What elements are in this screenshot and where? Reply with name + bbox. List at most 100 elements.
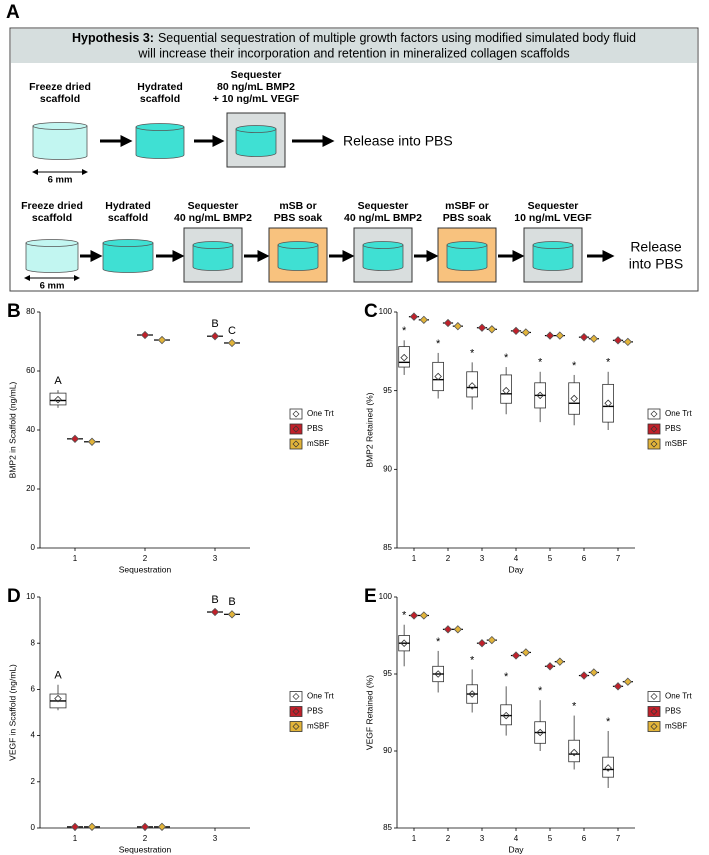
step-label: 10 ng/mL VEGF [514, 212, 592, 224]
box [602, 383, 614, 423]
legend-key-marker [292, 440, 300, 448]
value-marker [419, 611, 429, 620]
box [602, 756, 614, 778]
value-marker [589, 334, 599, 343]
scaffold-top [277, 241, 319, 249]
value-marker [227, 610, 237, 619]
step-label: scaffold [32, 212, 72, 224]
legend-label: One Trt [307, 409, 334, 418]
x-axis-label: Sequestration [119, 564, 172, 574]
legend-label: PBS [665, 424, 681, 433]
box [500, 374, 512, 404]
value-marker [511, 651, 521, 660]
significance-label: * [572, 360, 577, 372]
y-axis-label: BMP2 in Scaffold (ng/mL) [7, 381, 17, 478]
step-label: scaffold [40, 93, 80, 105]
significance-label: * [538, 357, 543, 369]
y-tick-label: 20 [26, 484, 35, 493]
value-marker [140, 330, 150, 340]
step-label: mSB or [279, 200, 316, 212]
x-tick-label: 1 [412, 834, 417, 843]
x-tick-label: 1 [73, 834, 78, 843]
mean [570, 748, 578, 757]
x-tick-label: 7 [616, 834, 621, 843]
box [500, 704, 512, 726]
scaffold-top [32, 122, 88, 130]
value-marker [443, 318, 453, 328]
y-tick-label: 100 [379, 307, 393, 316]
x-tick-label: 6 [582, 554, 587, 563]
significance-label: * [436, 338, 441, 350]
legend-label: PBS [307, 707, 323, 716]
y-axis-label: VEGF in Scaffold (ng/mL) [7, 664, 17, 761]
y-tick-label: 2 [31, 777, 36, 786]
value-marker [545, 662, 555, 671]
step-label: Sequester [528, 200, 579, 212]
value-marker [579, 333, 589, 342]
step-label: + 10 ng/mL VEGF [213, 93, 300, 105]
legend-key-marker [650, 708, 658, 715]
value-marker [555, 331, 565, 340]
y-tick-label: 100 [379, 592, 393, 601]
value-marker [70, 822, 80, 832]
y-tick-label: 90 [383, 746, 392, 755]
box [466, 371, 478, 398]
legend-label: PBS [307, 424, 323, 433]
x-tick-label: 3 [480, 834, 485, 843]
y-tick-label: 90 [383, 464, 392, 473]
panel-label: C [364, 301, 378, 322]
step-label: Hydrated [137, 81, 183, 93]
panel-label: A [6, 2, 20, 23]
legend-key-marker [292, 410, 300, 418]
value-marker [87, 437, 97, 446]
significance-label: B [228, 596, 235, 608]
value-marker [477, 323, 487, 332]
value-marker [511, 326, 521, 336]
significance-label: B [211, 594, 218, 606]
scaffold [102, 242, 154, 273]
x-tick-label: 1 [73, 554, 78, 563]
significance-label: * [436, 636, 441, 648]
x-tick-label: 1 [412, 554, 417, 563]
step-label: 40 ng/mL BMP2 [174, 212, 252, 224]
scale-label: 6 mm [48, 175, 73, 186]
y-tick-label: 85 [383, 543, 392, 552]
significance-label: * [470, 347, 475, 359]
value-marker [623, 677, 633, 686]
panel-label: B [7, 301, 21, 322]
y-tick-label: 0 [31, 543, 36, 552]
legend-key-marker [292, 425, 300, 433]
scaffold [32, 125, 88, 160]
mean [468, 690, 476, 698]
box [568, 382, 580, 415]
step-label: scaffold [140, 93, 180, 105]
release-label: Release [630, 239, 682, 255]
y-tick-label: 85 [383, 823, 392, 832]
step-label: Freeze dried [21, 200, 83, 212]
scale-label: 6 mm [40, 281, 65, 292]
value-marker [227, 338, 237, 348]
mean [502, 386, 510, 395]
significance-label: A [54, 375, 62, 387]
step-label: Sequester [188, 200, 239, 212]
mean [502, 711, 510, 720]
legend-key-marker [650, 723, 658, 730]
step-label: mSBF or [445, 200, 489, 212]
legend-label: One Trt [307, 692, 334, 701]
value-marker [70, 434, 80, 444]
step-label: Freeze dried [29, 81, 91, 93]
significance-label: B [211, 318, 218, 330]
release-label: Release into PBS [343, 133, 453, 149]
significance-label: * [538, 685, 543, 697]
step-label: scaffold [108, 212, 148, 224]
x-tick-label: 3 [480, 554, 485, 563]
value-marker [87, 822, 97, 832]
value-marker [443, 625, 453, 634]
legend-key-marker [292, 693, 300, 700]
y-tick-label: 8 [31, 638, 36, 647]
value-marker [487, 635, 497, 645]
scaffold [446, 244, 488, 271]
legend-label: mSBF [665, 722, 687, 731]
scaffold [135, 126, 185, 159]
significance-label: * [402, 610, 407, 622]
